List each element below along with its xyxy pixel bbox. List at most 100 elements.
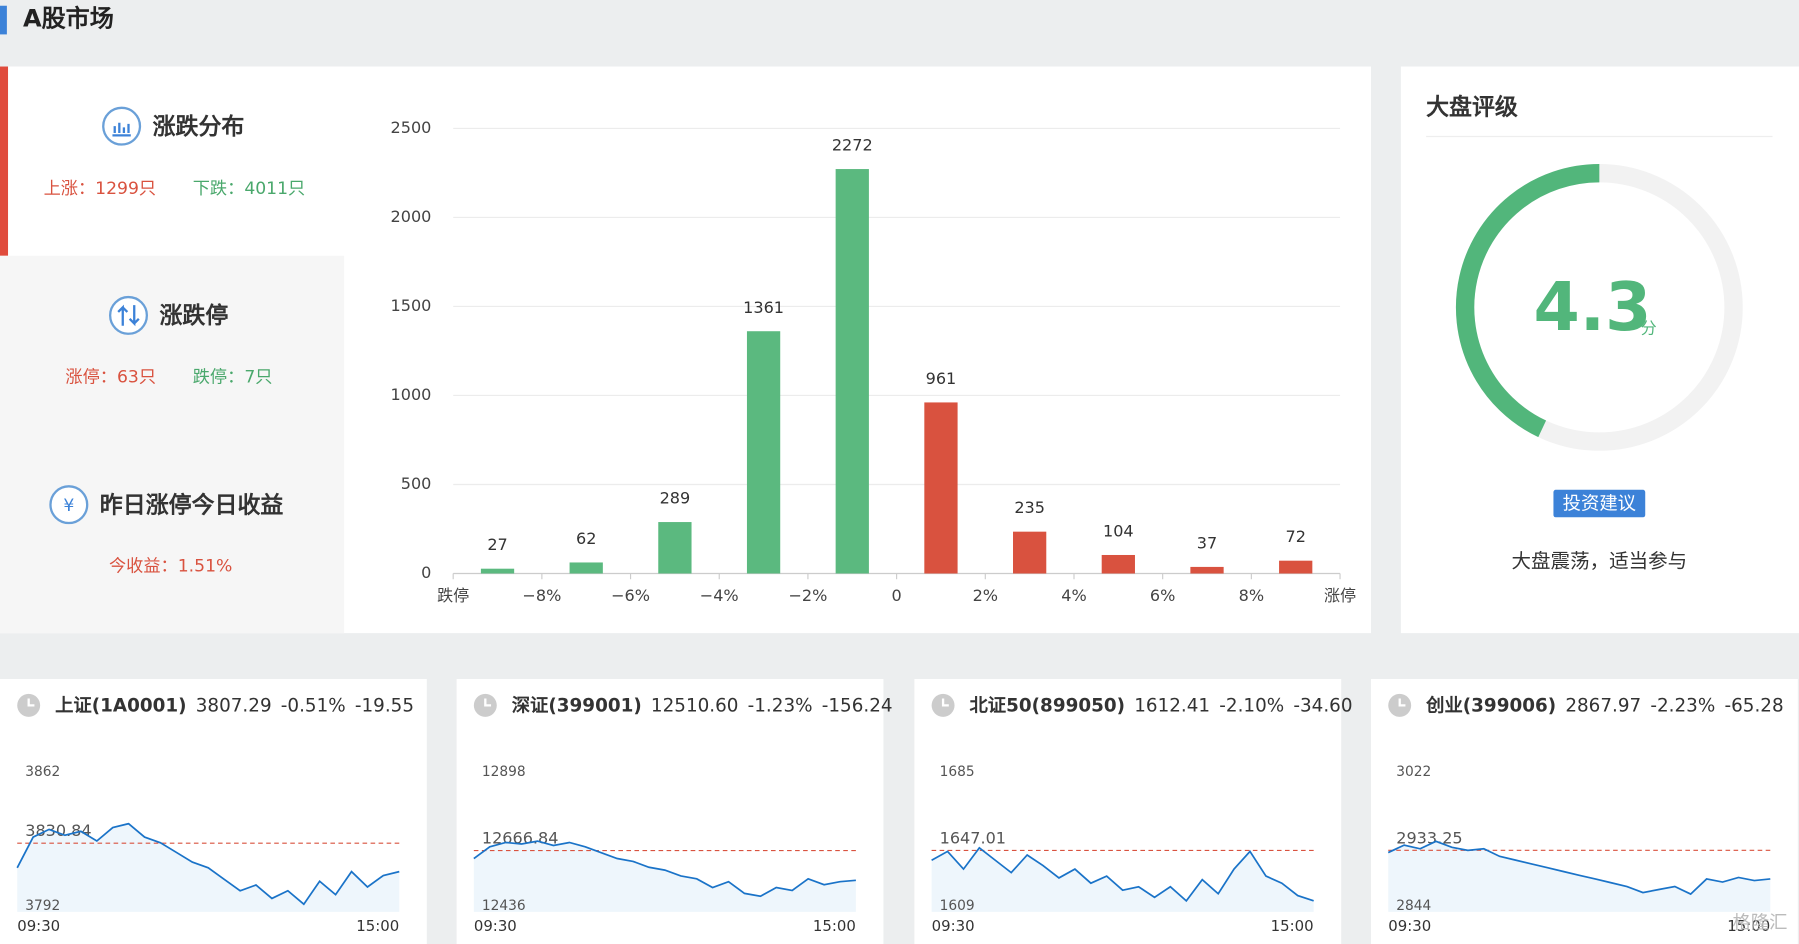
bar xyxy=(1013,531,1047,574)
score-unit: 分 xyxy=(1641,319,1657,338)
stat-block xyxy=(0,255,345,634)
stat-title: 涨跌停 xyxy=(159,302,228,329)
stat-title: 涨跌分布 xyxy=(153,113,245,140)
title-accent xyxy=(0,5,7,35)
y-tick-label: 2500 xyxy=(391,118,432,137)
x-tick-label: 09:30 xyxy=(17,917,60,935)
watermark: 格隆汇 xyxy=(1732,912,1787,933)
value-label: 1361 xyxy=(743,298,784,317)
index-header: 深证(399001) 12510.60 -1.23% -156.24 xyxy=(512,695,893,717)
y-tick-label: 1685 xyxy=(940,764,975,780)
value-label: 27 xyxy=(487,535,507,554)
index-price: 2867.97 xyxy=(1565,696,1641,717)
bar xyxy=(1101,554,1135,574)
value-label: 62 xyxy=(576,529,596,548)
stat-down: 跌停：7只 xyxy=(193,367,273,387)
index-price: 1612.41 xyxy=(1134,696,1210,717)
bar xyxy=(746,331,781,574)
line-area xyxy=(473,841,856,912)
x-tick-label: 0 xyxy=(892,586,902,605)
index-title: 上证(1A0001) xyxy=(55,696,187,717)
stat-up: 上涨：1299只 xyxy=(44,179,157,199)
index-change: -156.24 xyxy=(822,696,893,717)
stat-value: 今收益：1.51% xyxy=(109,557,232,577)
index-title: 深证(399001) xyxy=(512,695,642,717)
rating-title: 大盘评级 xyxy=(1426,93,1518,120)
value-label: 235 xyxy=(1014,498,1045,517)
index-title: 北证50(899050) xyxy=(969,696,1125,717)
line-area xyxy=(1388,841,1771,912)
x-tick-label: −4% xyxy=(700,586,739,605)
y-tick-label: 1647.01 xyxy=(940,829,1006,848)
bar xyxy=(569,562,603,574)
bar xyxy=(924,402,958,574)
bar xyxy=(480,568,515,574)
icon-glyph: ¥ xyxy=(63,496,74,516)
x-tick-label: 15:00 xyxy=(356,917,399,935)
y-tick-label: 2844 xyxy=(1396,898,1431,914)
x-tick-label: 15:00 xyxy=(1271,917,1314,935)
x-tick-label: 4% xyxy=(1061,586,1086,605)
bar xyxy=(1190,566,1224,574)
advice-button-label[interactable]: 投资建议 xyxy=(1563,494,1636,515)
bar xyxy=(1279,560,1313,574)
y-tick-label: 12898 xyxy=(482,764,526,780)
price-line xyxy=(931,846,1314,903)
index-title: 创业(399006) xyxy=(1425,695,1556,717)
rating-panel xyxy=(1400,66,1799,634)
y-tick-label: 12436 xyxy=(482,898,526,914)
x-tick-label: 6% xyxy=(1150,586,1175,605)
stat-up: 涨停：63只 xyxy=(65,367,156,387)
icon xyxy=(49,485,89,525)
index-change-pct: -0.51% xyxy=(281,696,346,717)
index-header: 创业(399006) 2867.97 -2.23% -65.28 xyxy=(1425,695,1784,717)
icon-glyph xyxy=(112,122,131,137)
score: 4.3 xyxy=(1534,268,1652,346)
x-tick-label: 跌停 xyxy=(437,586,469,605)
index-price: 12510.60 xyxy=(651,696,739,717)
active-marker xyxy=(0,66,9,256)
index-price: 3807.29 xyxy=(196,696,272,717)
y-tick-label: 2000 xyxy=(391,207,432,226)
y-tick-label: 1609 xyxy=(940,898,975,914)
price-line xyxy=(473,840,856,898)
y-tick-label: 3830.84 xyxy=(25,821,91,840)
y-tick-label: 2933.25 xyxy=(1396,828,1462,847)
index-change: -65.28 xyxy=(1724,696,1783,717)
bar xyxy=(835,169,869,574)
x-tick-label: −6% xyxy=(611,586,650,605)
x-tick-label: 15:00 xyxy=(1727,917,1770,935)
clock-hands xyxy=(484,698,492,707)
clock-hands xyxy=(1398,698,1406,707)
x-tick-label: 15:00 xyxy=(813,917,856,935)
clock-hands xyxy=(27,698,35,707)
icon xyxy=(108,295,149,335)
y-tick-label: 500 xyxy=(401,474,432,493)
icon xyxy=(102,106,142,146)
index-change: -34.60 xyxy=(1293,696,1352,717)
stat-down: 下跌：4011只 xyxy=(193,179,306,199)
advice-button[interactable] xyxy=(1553,489,1646,518)
x-tick-label: 8% xyxy=(1239,586,1264,605)
advice: 大盘震荡，适当参与 xyxy=(1512,550,1688,573)
y-tick-label: 3862 xyxy=(25,764,60,780)
line-area xyxy=(17,823,400,912)
stat-block xyxy=(0,66,345,256)
gauge-arc xyxy=(1455,164,1600,438)
index-change-pct: -2.10% xyxy=(1219,696,1284,717)
value-label: 37 xyxy=(1197,533,1217,552)
y-tick-label: 0 xyxy=(421,563,431,582)
value-label: 289 xyxy=(660,489,691,508)
index-change: -19.55 xyxy=(355,696,414,717)
index-header: 北证50(899050) 1612.41 -2.10% -34.60 xyxy=(969,696,1352,717)
value-label: 72 xyxy=(1285,527,1305,546)
y-tick-label: 1000 xyxy=(391,385,432,404)
x-tick-label: 09:30 xyxy=(474,917,517,935)
line-area xyxy=(931,847,1314,912)
value-label: 2272 xyxy=(832,136,873,155)
x-tick-label: 涨停 xyxy=(1324,586,1356,605)
x-tick-label: −2% xyxy=(788,586,827,605)
icon-glyph xyxy=(117,304,140,327)
value-label: 961 xyxy=(926,369,957,388)
